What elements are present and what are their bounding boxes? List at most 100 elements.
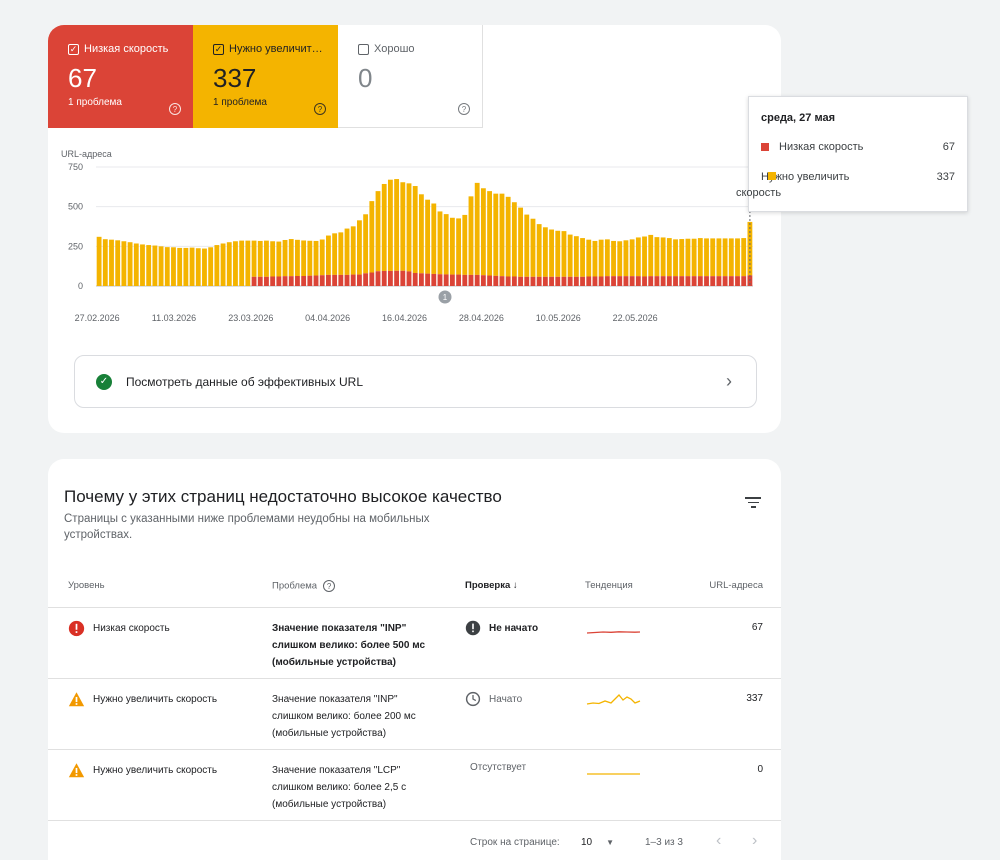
- checkbox-checked-icon[interactable]: ✓: [213, 43, 224, 55]
- bar-needs-improvement: [102, 239, 108, 286]
- bar-poor: [567, 276, 573, 286]
- next-page-icon[interactable]: ›: [752, 832, 758, 849]
- bar-needs-improvement: [573, 236, 579, 277]
- check-status: Отсутствует: [470, 762, 527, 773]
- bar-poor: [487, 275, 492, 286]
- bar-poor: [369, 272, 375, 286]
- good-urls-link[interactable]: ✓ Посмотреть данные об эффективных URL ›: [74, 355, 757, 408]
- bar-poor: [499, 276, 505, 286]
- annotation-marker[interactable]: 1: [438, 290, 452, 304]
- help-icon[interactable]: ?: [458, 103, 470, 115]
- table-row[interactable]: Нужно увеличить скорость Значение показа…: [48, 750, 781, 820]
- bar-needs-improvement: [220, 243, 226, 286]
- bar-needs-improvement: [555, 230, 561, 277]
- bar-needs-improvement: [133, 243, 139, 286]
- caret-down-icon: ▼: [606, 838, 615, 847]
- bar-needs-improvement: [716, 238, 722, 277]
- good-urls-link-text: Посмотреть данные об эффективных URL: [126, 374, 364, 389]
- trend-sparkline: [586, 631, 641, 634]
- bar-poor: [648, 276, 654, 286]
- col-check[interactable]: Проверка ↓: [465, 580, 518, 591]
- bar-needs-improvement: [691, 238, 697, 277]
- bar-needs-improvement: [462, 214, 468, 275]
- bar-poor: [313, 275, 319, 286]
- checkbox-unchecked-icon[interactable]: [358, 43, 369, 55]
- help-icon[interactable]: ?: [323, 580, 336, 592]
- tab-count: 67: [68, 63, 97, 93]
- bar-needs-improvement: [245, 240, 251, 286]
- bar-needs-improvement: [270, 241, 276, 277]
- bar-poor: [400, 270, 406, 286]
- divider: [48, 820, 781, 821]
- bar-poor: [326, 274, 331, 286]
- level-label: Низкая скорость: [93, 623, 170, 634]
- tooltip-date: среда, 27 мая: [761, 112, 835, 124]
- bar-poor: [542, 276, 548, 286]
- x-tick-label: 27.02.2026: [75, 313, 120, 323]
- filter-icon[interactable]: [745, 497, 761, 509]
- tab-poor[interactable]: ✓ Низкая скорость 67 1 проблема ?: [48, 25, 193, 128]
- legend-square-icon: [768, 172, 776, 180]
- bar-needs-improvement: [350, 226, 356, 275]
- bar-poor: [264, 276, 269, 286]
- bar-needs-improvement: [511, 202, 517, 277]
- bar-poor: [691, 276, 697, 286]
- rows-per-page-select[interactable]: 10 ▼: [581, 837, 614, 848]
- bar-poor: [635, 276, 641, 286]
- help-icon[interactable]: ?: [169, 103, 181, 115]
- col-urls[interactable]: URL-адреса: [709, 580, 763, 591]
- bar-needs-improvement: [530, 218, 536, 277]
- bar-poor: [524, 276, 530, 286]
- help-icon[interactable]: ?: [314, 103, 326, 115]
- error-icon: [68, 620, 85, 637]
- bar-needs-improvement: [505, 196, 511, 277]
- bar-needs-improvement: [344, 228, 350, 275]
- bar-needs-improvement: [443, 214, 449, 275]
- bar-needs-improvement: [307, 240, 313, 276]
- bar-poor: [338, 274, 344, 286]
- bar-needs-improvement: [152, 245, 158, 286]
- bar-needs-improvement: [363, 214, 369, 274]
- bar-needs-improvement: [338, 232, 344, 275]
- bar-poor: [654, 276, 660, 286]
- bar-poor: [276, 276, 282, 286]
- bar-poor: [307, 275, 313, 286]
- bars[interactable]: [96, 167, 753, 286]
- bar-poor: [642, 276, 647, 286]
- chart-tooltip: среда, 27 мая Низкая скорость 67 Нужно у…: [736, 96, 968, 212]
- bar-needs-improvement: [611, 240, 616, 277]
- bar-poor: [673, 276, 678, 286]
- bar-needs-improvement: [202, 248, 207, 286]
- bar-poor: [611, 276, 616, 286]
- checkbox-checked-icon[interactable]: ✓: [68, 43, 79, 55]
- bar-needs-improvement: [549, 229, 554, 277]
- bar-needs-improvement: [660, 237, 666, 277]
- bar-needs-improvement: [518, 207, 523, 277]
- table-row[interactable]: Нужно увеличить скорость Значение показа…: [48, 679, 781, 749]
- bar-needs-improvement: [493, 193, 499, 276]
- x-tick-label: 04.04.2026: [305, 313, 350, 323]
- prev-page-icon[interactable]: ‹: [716, 832, 722, 849]
- bar-poor: [710, 276, 716, 286]
- problem-text: Значение показателя "INP" слишком велико…: [272, 694, 416, 739]
- bar-needs-improvement: [561, 231, 567, 277]
- col-level[interactable]: Уровень: [68, 580, 105, 591]
- rows-per-page-value: 10: [581, 837, 593, 848]
- divider: [48, 678, 781, 679]
- exclamation-icon: [465, 620, 481, 636]
- tab-needs-improvement[interactable]: ✓ Нужно увеличит… 337 1 проблема ?: [193, 25, 338, 128]
- bar-needs-improvement: [456, 218, 462, 275]
- bar-needs-improvement: [357, 220, 362, 275]
- legend-square-icon: [761, 143, 769, 152]
- performance-chart-card: ✓ Низкая скорость 67 1 проблема ? ✓ Нужно …: [48, 25, 781, 433]
- bar-needs-improvement: [524, 214, 530, 277]
- table-row[interactable]: Низкая скорость Значение показателя "INP…: [48, 608, 781, 678]
- tab-good[interactable]: Хорошо 0 ?: [338, 25, 483, 128]
- annotation-circle: [438, 290, 452, 304]
- bar-poor: [449, 274, 455, 286]
- tooltip-value: 67: [942, 141, 955, 153]
- bar-needs-improvement: [251, 240, 257, 277]
- bar-needs-improvement: [722, 238, 728, 277]
- bar-needs-improvement: [592, 240, 598, 277]
- col-problem[interactable]: Проблема?: [272, 580, 336, 592]
